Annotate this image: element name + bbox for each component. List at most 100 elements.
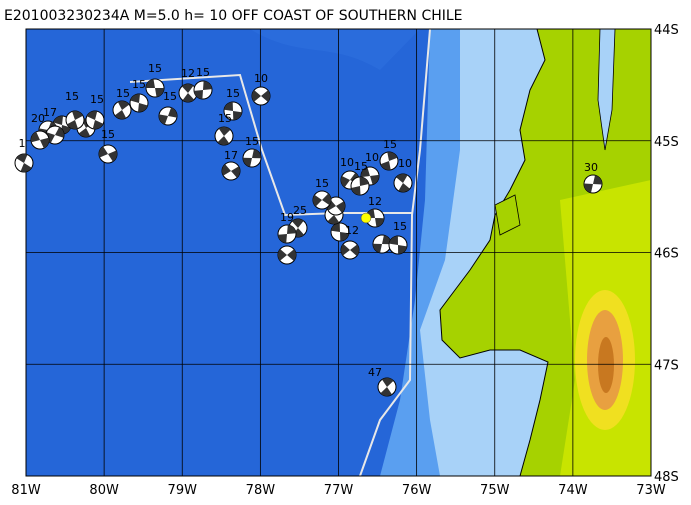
depth-label: 15 [163,90,177,103]
lon-label: 74W [558,483,588,498]
event: 15 [350,160,370,196]
depth-label: 15 [218,112,232,125]
lon-label: 80W [89,483,119,498]
lat-label: 46S [654,247,679,262]
depth-label: 15 [90,93,104,106]
compression-quadrant [341,244,359,256]
depth-label: 15 [101,128,115,141]
compression-quadrant [372,235,392,253]
depth-label: 15 [315,177,329,190]
epicenter-star [360,212,372,224]
lon-label: 78W [246,483,276,498]
compression-quadrant [16,154,32,172]
compression-quadrant [327,199,345,213]
depth-label: 12 [345,224,359,237]
title: E201003230234A M=5.0 h= 10 OFF COAST OF … [4,8,463,24]
event: 10 [251,72,271,106]
compression-quadrant [380,152,398,170]
depth-label: 10 [398,157,412,170]
depth-label: 12 [368,195,382,208]
compression-quadrant [242,149,262,167]
compression-quadrant [67,111,83,129]
event: 15 [388,220,408,255]
compression-quadrant [389,236,407,254]
depth-label: 10 [254,72,268,85]
event: 15 [98,128,118,164]
depth-label: 15 [393,220,407,233]
depth-label: 15 [354,160,368,173]
compression-quadrant [340,172,360,188]
depth-label: 15 [65,90,79,103]
compression-quadrant [145,79,165,97]
compression-quadrant [217,126,231,146]
compression-quadrant [331,223,349,241]
compression-quadrant [98,146,118,162]
depth-label: 1 [19,137,26,150]
event: 20 [30,112,50,150]
event: 12 [340,224,360,260]
depth-label: 15 [245,135,259,148]
compression-quadrant [30,131,50,149]
compression-quadrant [224,102,242,120]
lon-label: 75W [480,483,510,498]
depth-label: 30 [584,161,598,174]
event: 15 [85,93,105,130]
compression-quadrant [312,193,332,207]
compression-quadrant [158,107,178,125]
event: 15 [145,62,165,98]
compression-quadrant [277,249,297,261]
depth-label: 17 [43,106,57,119]
event: 47 [368,366,397,397]
lon-label: 76W [402,483,432,498]
compression-quadrant [222,164,240,178]
compression-quadrant [351,176,369,196]
depth-label: 12 [181,67,195,80]
depth-label: 15 [383,138,397,151]
depth-label: 15 [148,62,162,75]
compression-quadrant [194,81,212,99]
depth-label: 25 [293,204,307,217]
lat-label: 45S [654,135,679,150]
event: 15 [193,66,213,100]
depth-label: 10 [340,156,354,169]
lon-label: 79W [168,483,198,498]
lon-label: 73W [636,483,666,498]
compression-quadrant [46,127,64,143]
depth-label: 19 [280,211,294,224]
event: 15 [214,112,234,146]
event: 15 [223,87,243,121]
event: 15 [112,87,132,120]
compression-quadrant [181,84,195,102]
event: 15 [158,90,178,126]
event: 15 [65,90,85,130]
event: 17 [221,149,241,181]
event: 15 [129,78,149,113]
event: 12 [365,195,385,228]
lat-label: 48S [654,470,679,485]
compression-quadrant [86,111,104,129]
compression-quadrant [366,209,384,227]
depth-label: 10 [365,151,379,164]
depth-label: 15 [132,78,146,91]
event: 15 [242,135,262,168]
lon-label: 77W [324,483,354,498]
depth-label: 15 [226,87,240,100]
map-frame [25,28,652,477]
depth-label: 20 [31,112,45,125]
depth-label: 17 [224,149,238,162]
compression-quadrant [396,173,410,193]
depth-label: 15 [116,87,130,100]
lon-label: 81W [11,483,41,498]
event: 19 [277,211,297,244]
event: 15 [379,138,399,171]
depth-label: 15 [196,66,210,79]
event: 10 [340,156,360,190]
lat-label: 44S [654,23,679,38]
compression-quadrant [278,225,296,243]
event: 30 [583,161,603,194]
lat-label: 47S [654,358,679,373]
compression-quadrant [130,94,148,112]
event: 17 [43,106,65,145]
